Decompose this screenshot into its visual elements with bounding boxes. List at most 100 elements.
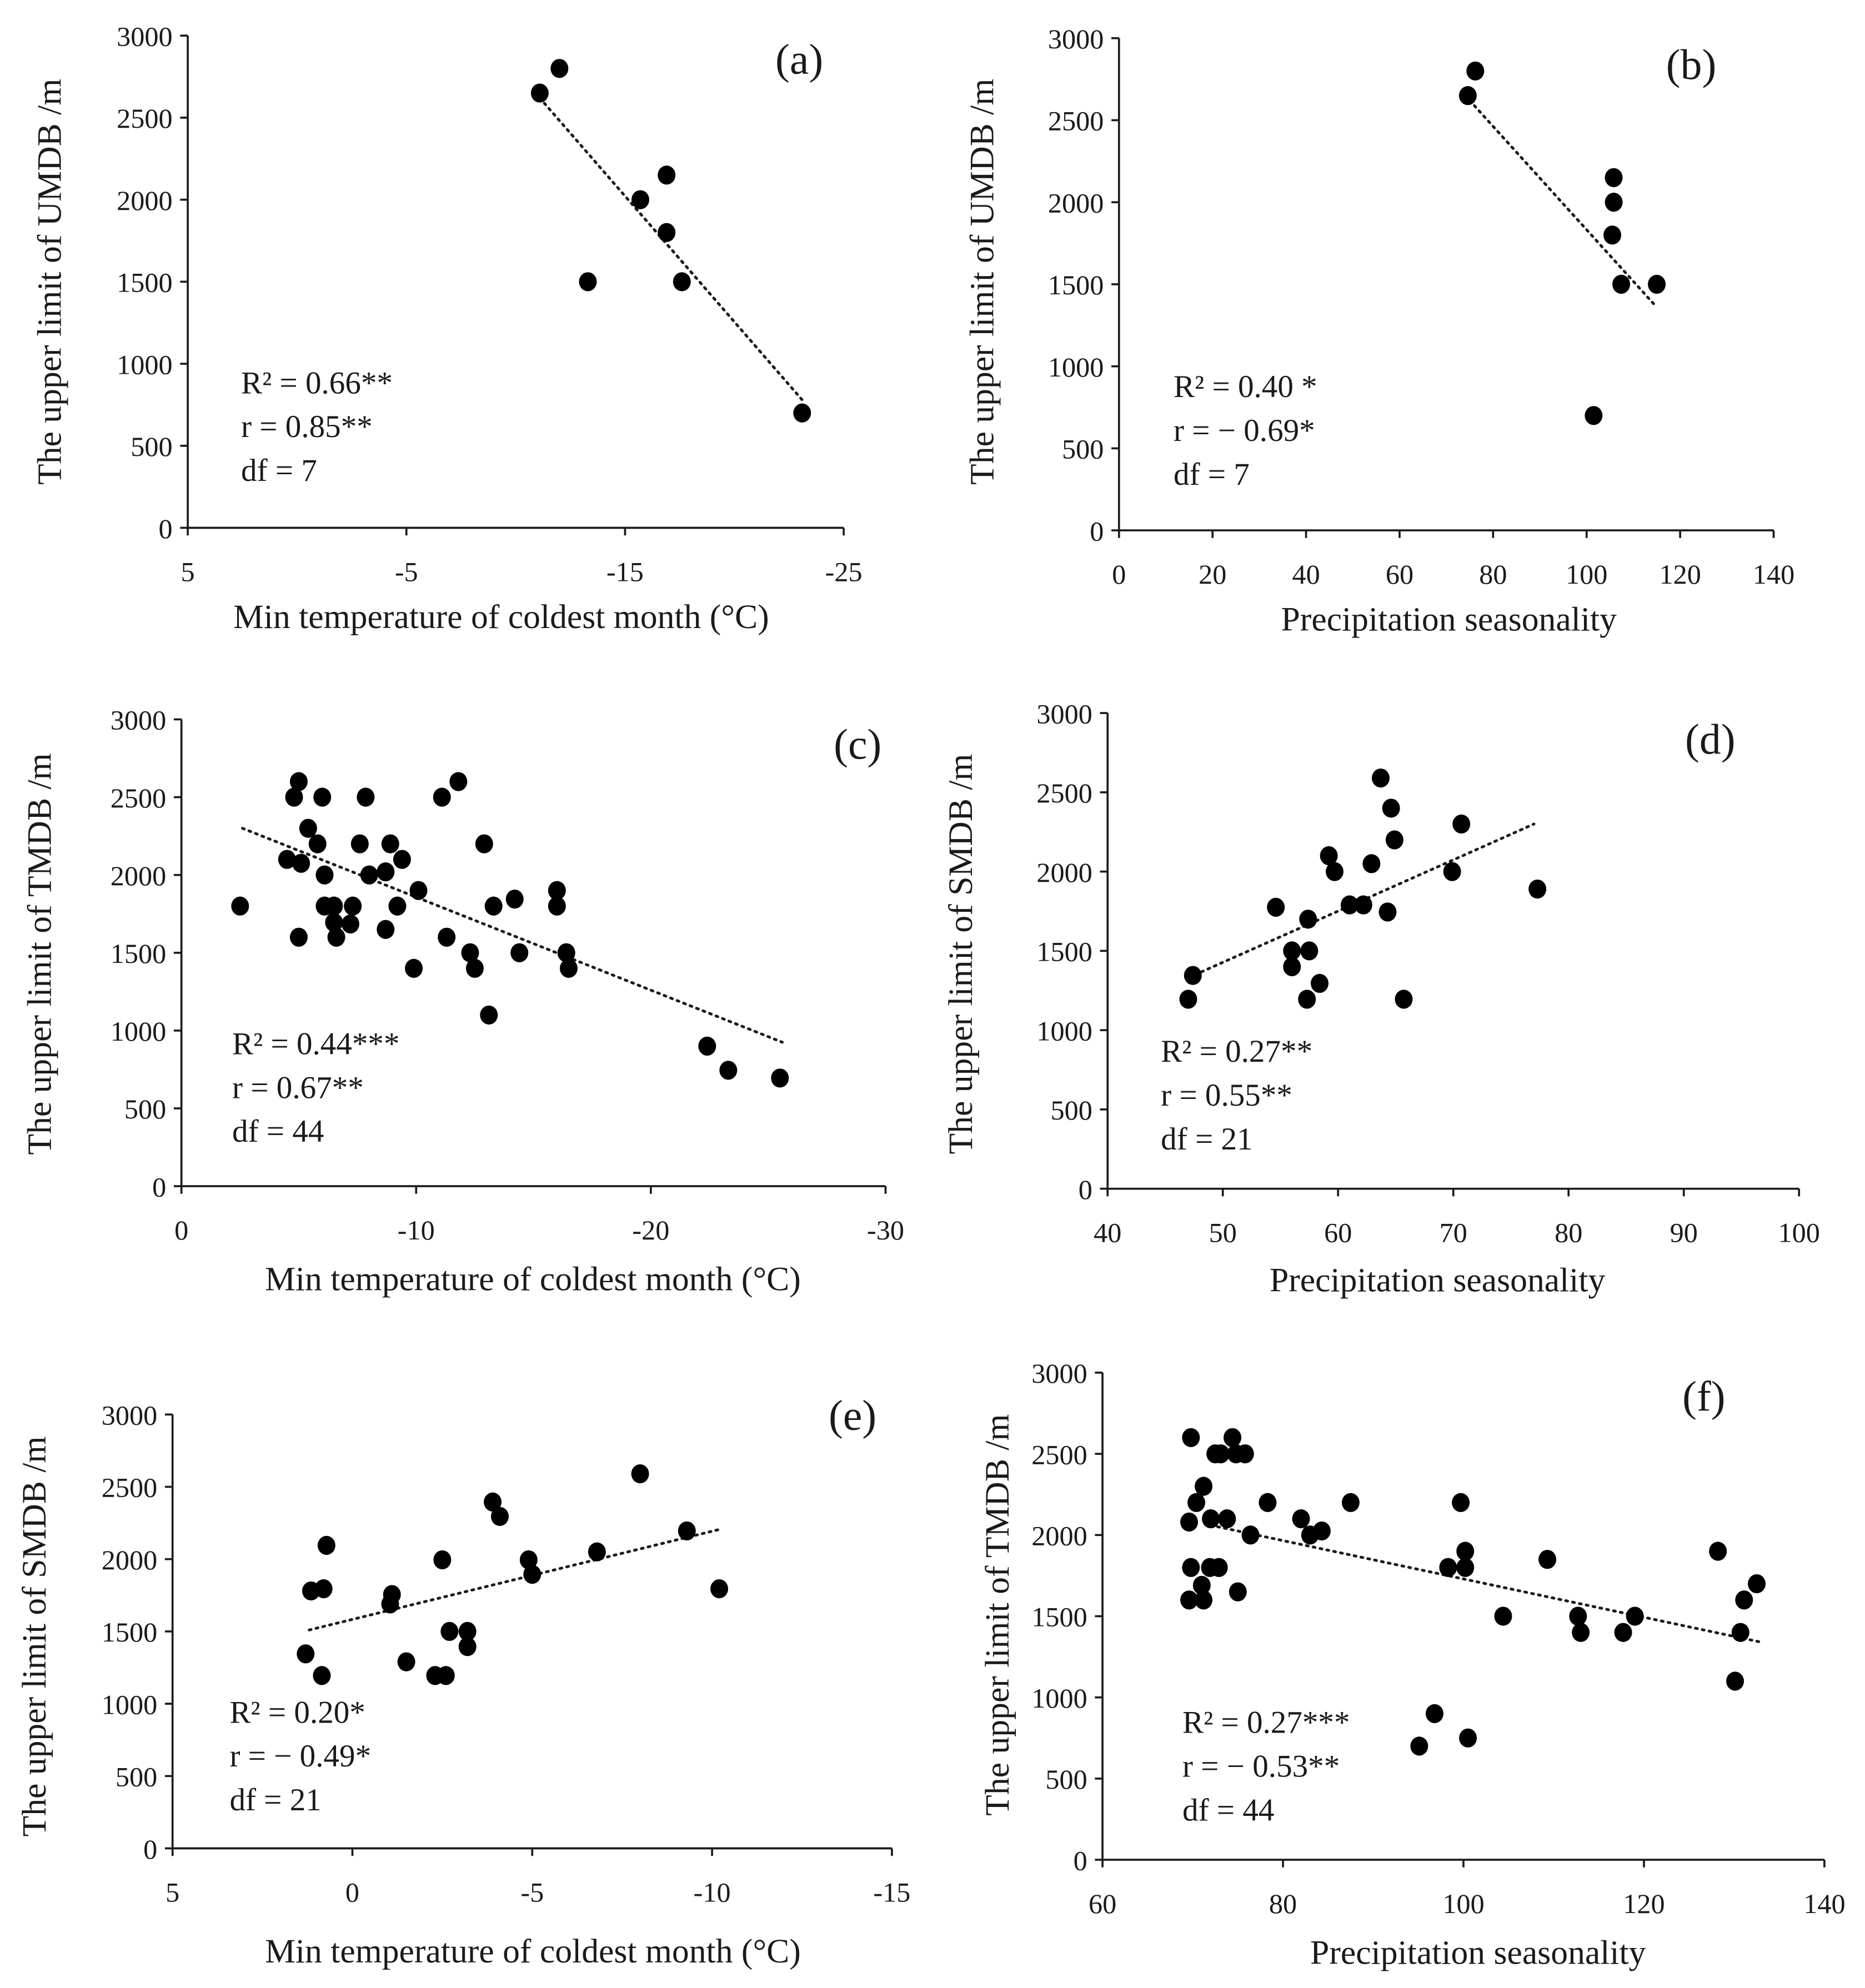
data-point: [519, 1550, 538, 1570]
panel-label: (d): [1685, 715, 1736, 763]
y-tick-label: 2000: [111, 860, 167, 891]
data-point: [393, 850, 411, 869]
x-tick-label: 140: [1803, 1888, 1845, 1919]
x-tick-label: 100: [1442, 1888, 1484, 1919]
data-point: [1443, 862, 1461, 881]
data-point: [1459, 1728, 1477, 1748]
axes: [1106, 713, 1799, 1190]
x-tick-label: 0: [174, 1214, 188, 1246]
y-tick-label: 3000: [1031, 1358, 1087, 1389]
data-point: [557, 943, 575, 962]
y-tick-label: 1500: [111, 938, 167, 969]
stat-annotation: df = 21: [229, 1783, 321, 1818]
x-tick-label: 0: [345, 1876, 359, 1907]
data-point: [1585, 406, 1603, 425]
x-tick-label: -30: [867, 1214, 904, 1246]
x-tick-label: 20: [1199, 559, 1226, 590]
y-tick-label: 2000: [1048, 187, 1104, 218]
data-point: [1292, 1509, 1310, 1529]
x-axis-label: Precipitation seasonality: [1281, 601, 1617, 639]
y-axis-label: The upper limit of SMDB /m: [16, 1437, 53, 1837]
data-point: [350, 834, 369, 854]
x-axis-label: Min temperature of coldest month (°C): [265, 1260, 801, 1298]
data-point: [289, 927, 308, 947]
trend-line: [538, 96, 804, 401]
data-point: [292, 854, 310, 873]
x-tick-label: -10: [694, 1876, 731, 1907]
data-point: [1735, 1590, 1753, 1610]
trend-line: [1194, 822, 1536, 976]
data-point: [1452, 1493, 1470, 1512]
y-tick-label: 1500: [102, 1616, 158, 1648]
data-point: [505, 889, 524, 909]
y-tick-label: 1500: [1031, 1602, 1087, 1633]
data-point: [1320, 846, 1338, 866]
data-point: [631, 190, 649, 209]
panel-a: 0 500 1000 1500 2000 2500 3000 5 -5 -15 -25 Min tem…: [31, 21, 863, 636]
data-point: [278, 850, 296, 869]
y-tick-label: 0: [159, 513, 173, 544]
data-point: [1267, 897, 1285, 917]
data-point: [588, 1542, 606, 1562]
data-point: [325, 912, 343, 932]
data-point: [1648, 274, 1666, 294]
data-point: [1210, 1558, 1228, 1577]
y-tick-label: 1500: [1036, 936, 1092, 967]
data-point: [1182, 1428, 1200, 1447]
panel-f: 0 500 1000 1500 2000 2500 3000 60 80 100 120 140 Pre…: [979, 1358, 1846, 1971]
data-point: [579, 272, 597, 292]
y-tick-label: 2000: [1031, 1520, 1087, 1552]
panel-label: (e): [829, 1392, 876, 1439]
data-point: [793, 403, 811, 423]
data-point: [1372, 768, 1390, 788]
data-point: [1385, 830, 1403, 850]
data-point: [673, 272, 691, 292]
data-point: [491, 1507, 509, 1526]
data-point: [1259, 1493, 1277, 1512]
data-point: [1300, 941, 1318, 961]
panel-b: 0 500 1000 1500 2000 2500 3000 0 20 40 60 80 100 120 1…: [964, 23, 1795, 639]
stat-annotation: R² = 0.27***: [1182, 1705, 1350, 1740]
x-tick-label: -5: [520, 1876, 544, 1907]
data-point: [1378, 902, 1397, 922]
y-tick-label: 500: [1050, 1095, 1092, 1126]
data-point: [381, 1594, 399, 1614]
panel-label: (a): [775, 36, 823, 83]
data-point: [1410, 1736, 1428, 1756]
data-point: [433, 787, 451, 807]
data-point: [381, 834, 399, 854]
data-point: [313, 787, 332, 807]
x-tick-label: 40: [1292, 559, 1320, 590]
panel-label: (b): [1666, 41, 1717, 88]
panel-label: (c): [834, 720, 881, 768]
x-tick-label: 120: [1659, 559, 1701, 590]
data-point: [314, 1579, 333, 1599]
x-tick-label: 80: [1555, 1217, 1582, 1248]
y-tick-label: 3000: [1048, 23, 1104, 54]
data-point: [1298, 990, 1316, 1009]
y-axis-label: The upper limit of UMDB /m: [964, 79, 1001, 485]
trend-line: [1468, 99, 1658, 309]
data-point: [461, 943, 479, 962]
data-point: [440, 1621, 459, 1641]
data-point: [1218, 1509, 1236, 1529]
y-axis-label: The upper limit of SMDB /m: [942, 754, 980, 1154]
y-tick-label: 2500: [111, 782, 167, 814]
x-tick-label: 5: [181, 556, 195, 587]
y-tick-label: 0: [1090, 515, 1104, 546]
data-point: [1466, 61, 1485, 81]
y-tick-label: 2500: [1048, 106, 1104, 137]
stat-annotation: df = 44: [1182, 1793, 1274, 1828]
stat-annotation: df = 21: [1161, 1122, 1252, 1157]
data-point: [1340, 895, 1358, 915]
data-point: [658, 223, 676, 242]
data-point: [1748, 1574, 1766, 1594]
data-point: [1241, 1525, 1260, 1545]
data-point: [1311, 973, 1329, 993]
data-point: [357, 787, 375, 807]
data-point: [344, 896, 362, 916]
y-tick-label: 3000: [102, 1400, 158, 1431]
data-point: [458, 1637, 477, 1656]
data-point: [313, 1666, 331, 1685]
